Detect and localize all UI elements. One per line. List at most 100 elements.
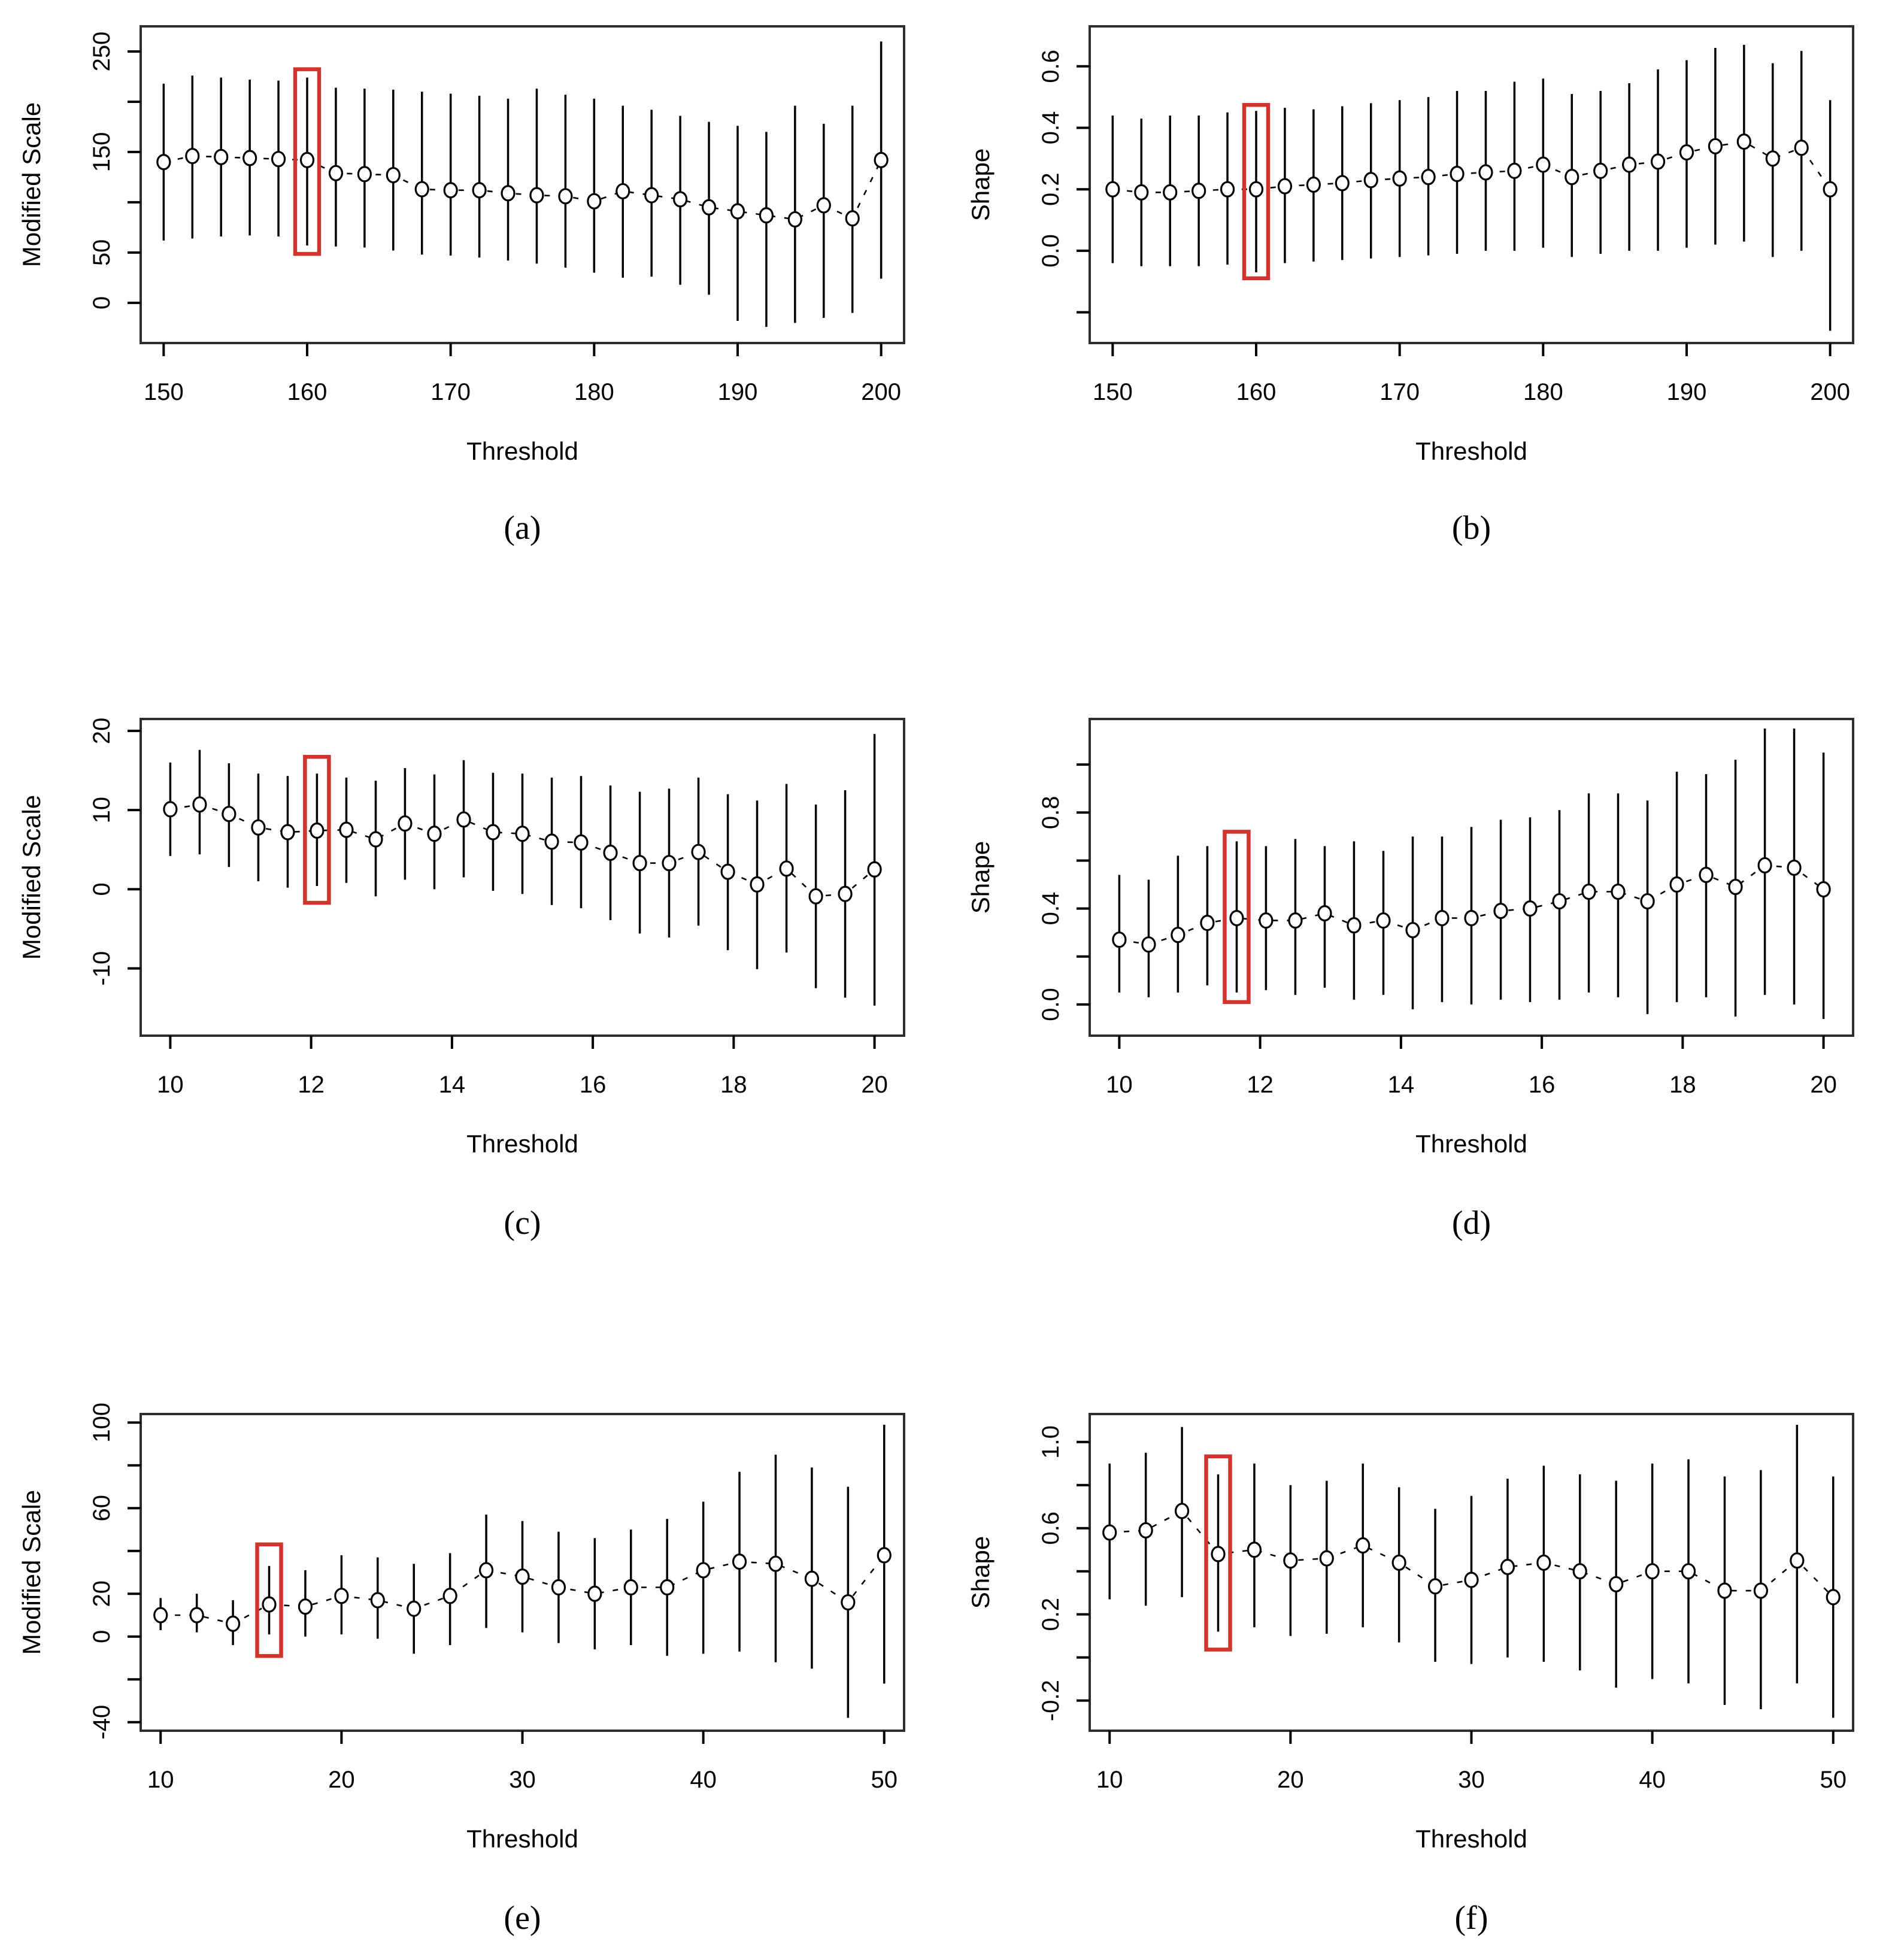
point-marker (845, 210, 860, 227)
x-tick-label: 18 (720, 1072, 747, 1098)
x-tick-label: 14 (439, 1072, 466, 1098)
x-tick-label: 20 (861, 1072, 888, 1098)
point-marker (1450, 165, 1465, 183)
panel-caption: (c) (504, 1204, 541, 1242)
point-marker (1581, 883, 1596, 900)
estimate-dashed-line (1112, 141, 1831, 193)
point-marker (1220, 181, 1235, 198)
point-marker (662, 855, 677, 872)
point-marker (804, 1570, 820, 1587)
point-marker (787, 211, 802, 228)
point-marker (192, 796, 207, 813)
point-marker (544, 833, 559, 850)
point-marker (1141, 936, 1156, 953)
point-marker (443, 182, 458, 199)
confidence-bars (169, 734, 876, 1006)
point-marker (1650, 153, 1666, 170)
point-marker (280, 824, 295, 841)
selected-threshold-box (293, 67, 322, 256)
point-marker (660, 1579, 675, 1596)
point-marker (1248, 181, 1264, 198)
selected-threshold-box (303, 755, 331, 905)
point-marker (1765, 150, 1780, 167)
point-marker (1211, 1546, 1226, 1562)
chart-e: 10 20 30 40 50 -40 0 20 60 100 Threshold Modified S… (17, 1403, 905, 1937)
y-axis: -40 0 20 60 100 (89, 1403, 141, 1740)
point-marker (1427, 1578, 1443, 1595)
x-axis: 10 20 30 40 50 (1096, 1731, 1847, 1793)
point-marker (1435, 910, 1450, 927)
point-marker (1536, 156, 1551, 173)
y-tick-label: 100 (89, 1403, 115, 1443)
point-markers (1105, 133, 1838, 201)
y-axis-title: Modified Scale (17, 102, 46, 267)
point-marker (587, 193, 602, 210)
y-tick-label: 0.6 (1038, 50, 1064, 83)
point-marker (486, 824, 501, 841)
point-marker (262, 1596, 277, 1613)
point-marker (1363, 172, 1378, 189)
x-tick-label: 10 (1096, 1767, 1123, 1793)
point-marker (720, 863, 735, 880)
point-marker (163, 801, 178, 818)
point-marker (456, 811, 471, 828)
point-marker (644, 187, 659, 204)
point-marker (1611, 883, 1626, 900)
point-markers (1112, 857, 1831, 953)
y-axis: 0.0 0.4 0.8 (1038, 763, 1090, 1021)
point-marker (632, 855, 647, 872)
panel-e-modified-scale-chart: 10 20 30 40 50 -40 0 20 60 100 Threshold Modified S… (0, 1306, 949, 1960)
plot-box (1089, 25, 1854, 344)
y-tick-label: 50 (89, 239, 115, 266)
x-tick-label: 20 (1277, 1767, 1304, 1793)
x-tick-label: 180 (1523, 379, 1563, 405)
y-tick-label: -10 (89, 951, 115, 986)
y-axis-title: Modified Scale (17, 1490, 46, 1655)
point-marker (1191, 183, 1206, 199)
point-marker (732, 1554, 747, 1570)
y-tick-label: 0 (89, 882, 115, 896)
y-tick-label: 60 (89, 1495, 115, 1522)
point-marker (1171, 927, 1186, 943)
point-marker (427, 826, 442, 842)
selected-threshold-box (1204, 1454, 1232, 1652)
y-tick-label: 0.4 (1038, 111, 1064, 145)
x-tick-label: 12 (298, 1072, 325, 1098)
x-tick-label: 14 (1388, 1072, 1415, 1098)
point-marker (328, 165, 344, 181)
point-marker (838, 885, 853, 902)
point-marker (1200, 915, 1215, 932)
point-marker (1105, 181, 1120, 198)
point-marker (310, 822, 325, 839)
x-tick-label: 150 (144, 379, 184, 405)
point-marker (1229, 910, 1244, 927)
point-marker (558, 188, 573, 205)
point-marker (334, 1588, 349, 1604)
y-tick-label: 1.0 (1038, 1425, 1064, 1459)
point-marker (1565, 169, 1579, 186)
point-marker (841, 1594, 856, 1611)
point-marker (768, 1555, 783, 1572)
confidence-bars (162, 41, 883, 327)
point-marker (730, 203, 745, 220)
point-marker (691, 844, 706, 860)
point-marker (1277, 178, 1293, 195)
point-marker (1283, 1552, 1298, 1569)
y-axis: 0.0 0.2 0.4 0.6 (1038, 50, 1090, 314)
y-tick-label: 250 (89, 32, 115, 72)
x-tick-label: 170 (430, 379, 471, 405)
point-marker (701, 199, 717, 216)
x-tick-label: 180 (574, 379, 614, 405)
point-marker (696, 1562, 711, 1579)
point-marker (1306, 176, 1321, 193)
point-marker (1536, 1554, 1551, 1571)
point-marker (442, 1588, 457, 1604)
panel-a-modified-scale-chart: 150 160 170 180 190 200 0 50 150 250 Threshold Modi… (0, 0, 949, 654)
panel-caption: (a) (504, 509, 541, 547)
point-marker (222, 806, 237, 823)
point-marker (574, 834, 589, 851)
point-marker (368, 831, 383, 848)
selected-threshold-box (1223, 830, 1251, 1005)
point-markers (1102, 1503, 1841, 1606)
confidence-bars (1111, 44, 1832, 331)
